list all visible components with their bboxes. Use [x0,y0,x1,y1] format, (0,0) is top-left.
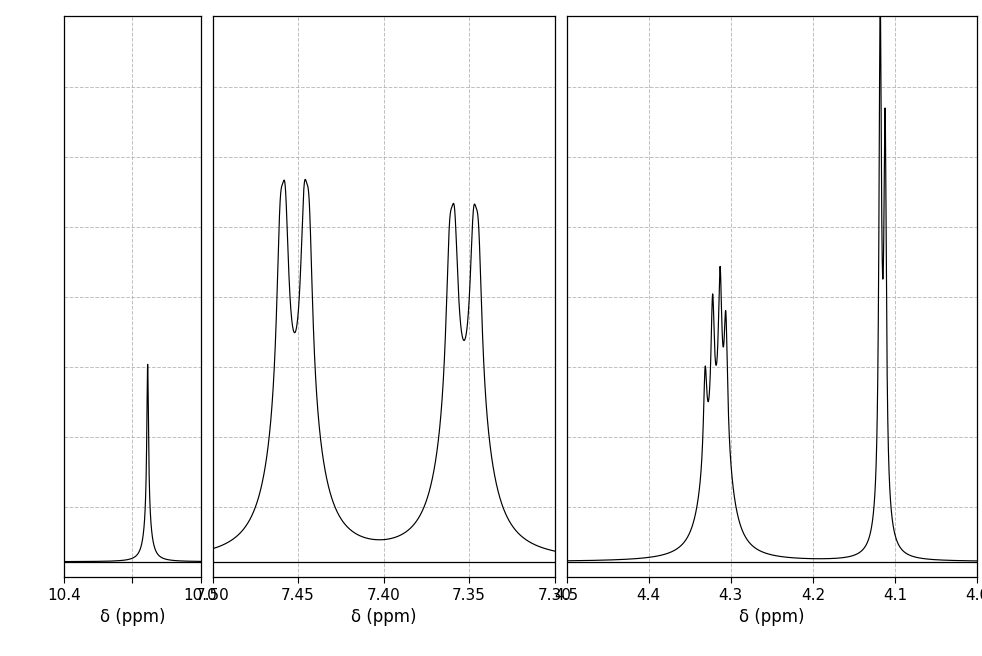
X-axis label: δ (ppm): δ (ppm) [351,608,416,626]
X-axis label: δ (ppm): δ (ppm) [739,608,804,626]
X-axis label: δ (ppm): δ (ppm) [99,608,165,626]
